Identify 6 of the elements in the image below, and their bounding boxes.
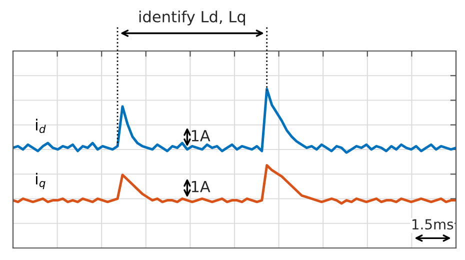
text: identify Ld, Lq	[139, 10, 245, 26]
annotation: 1A	[192, 180, 210, 192]
annotation: 1.5ms	[412, 219, 454, 230]
series-label: i$_{d}$	[36, 118, 46, 133]
series-label: i$_{q}$	[36, 172, 46, 190]
annotation: 1A	[192, 130, 210, 142]
